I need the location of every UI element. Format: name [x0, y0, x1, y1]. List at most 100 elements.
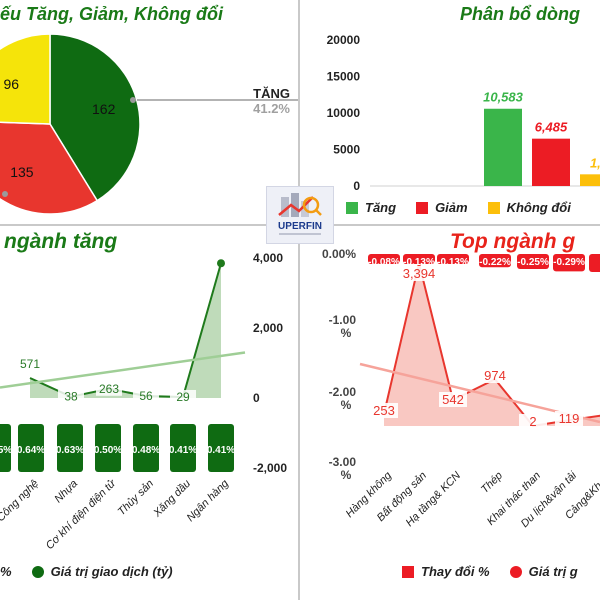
pct-bar-label: -0.25% — [517, 257, 549, 268]
value-label: 542 — [442, 392, 464, 407]
pct-bar — [479, 254, 511, 268]
legend-giam-swatch — [416, 201, 429, 214]
pct-bar — [403, 254, 435, 264]
pie-slice — [49, 33, 141, 202]
pct-bar — [553, 254, 585, 272]
pct-bar — [368, 254, 400, 264]
legend-value-up-dot — [31, 565, 44, 578]
category-label: Thép — [479, 470, 505, 496]
pie-title: ếu Tăng, Giảm, Không đổi — [0, 4, 223, 24]
pct-bar — [57, 424, 83, 472]
pie-chart: 162 135 96 TĂNG 41.2% — [0, 33, 298, 215]
pct-bar — [170, 424, 196, 472]
value-point — [217, 259, 225, 268]
y-tick-label-unit: % — [341, 326, 352, 340]
flow-bar-chart: 0 5000 10000 15000 20000 10,583 6,485 1,6 — [327, 33, 600, 193]
category-label: Cơ khí điện điện tử — [44, 477, 119, 552]
pie-callout-name: TĂNG — [253, 86, 290, 101]
category-label: Nhựa — [52, 478, 80, 506]
y-tick-label: -3.00 — [329, 455, 357, 469]
y-tick-label: -1.00 — [329, 313, 357, 327]
y-tick-label-unit: % — [341, 468, 352, 482]
legend-pct-up: % — [0, 564, 12, 579]
value-area — [384, 263, 600, 426]
value-label: 974 — [484, 368, 506, 383]
value-label: 253 — [373, 403, 395, 418]
vertical-divider — [298, 0, 300, 600]
value-label-bg — [439, 392, 467, 407]
pie-slice-label: 135 — [10, 164, 34, 180]
y-tick-label: 0 — [253, 391, 260, 405]
y-tick-label: 10000 — [327, 106, 361, 120]
category-label: Thủy sản — [116, 478, 156, 518]
sectors-up-legend: % Giá trị giao dịch (tỷ) — [0, 564, 173, 579]
bar-value-label: 6,485 — [535, 120, 568, 135]
pct-bar-label: -0.29% — [553, 257, 585, 268]
sectors-up-chart: -2,000 0 2,000 4,000 571 38 263 56 29 0.65% 0.64% 0… — [0, 251, 287, 552]
y-tick-label: 20000 — [327, 33, 361, 47]
value-label-bg — [555, 411, 583, 426]
legend-value-down-dot — [509, 565, 522, 578]
trend-line — [0, 351, 246, 389]
pie-slice — [0, 121, 99, 215]
value-label-bg — [370, 403, 398, 418]
value-label: 29 — [176, 390, 190, 404]
pct-bar — [133, 424, 159, 472]
value-label: 119 — [559, 411, 580, 426]
value-label: 2 — [529, 414, 536, 429]
y-tick-label: 5000 — [333, 143, 360, 157]
value-label: 571 — [20, 357, 40, 371]
category-label: Công nghệ — [0, 478, 41, 525]
pct-bar — [208, 424, 234, 472]
pct-bar-label: -0.13% — [437, 257, 469, 268]
legend-value-up: Giá trị giao dịch (tỷ) — [50, 564, 173, 579]
y-tick-label: 0.00% — [322, 247, 356, 261]
y-tick-label: -2,000 — [253, 461, 287, 475]
pct-bar — [0, 424, 11, 472]
legend-giam: Giảm — [435, 200, 468, 215]
sectors-down-legend: Thay đổi % Giá trị g — [402, 564, 578, 579]
y-tick-label: 4,000 — [253, 251, 283, 265]
flow-legend: Tăng Giảm Không đổi — [346, 200, 571, 215]
bar-title: Phân bổ dòng — [460, 4, 580, 24]
legend-value-down: Giá trị g — [528, 564, 578, 579]
pct-bar-label: 0.64% — [17, 445, 45, 456]
y-tick-label: 15000 — [327, 70, 361, 84]
y-tick-label: 0 — [353, 179, 360, 193]
bar-value-label: 10,583 — [483, 90, 524, 105]
pie-slice-label: 96 — [3, 76, 19, 92]
pct-bar — [517, 254, 549, 269]
sectors-up-title: ngành tăng — [4, 230, 118, 253]
pct-bar-label: 0.41% — [207, 445, 235, 456]
legend-tang-swatch — [346, 201, 358, 214]
y-tick-label-unit: % — [341, 398, 352, 412]
pie-slice — [0, 33, 51, 125]
legend-khong-doi: Không đổi — [506, 200, 571, 215]
pct-bar-label: 0.48% — [132, 445, 160, 456]
legend-khong-doi-swatch — [487, 201, 500, 214]
bar — [532, 138, 570, 186]
bar-value-label: 1,6 — [590, 155, 600, 170]
value-label-bg — [481, 368, 509, 383]
value-label: 263 — [99, 382, 119, 396]
y-tick-label: -2.00 — [329, 385, 357, 399]
y-tick-label: 2,000 — [253, 321, 283, 335]
bar — [580, 174, 600, 186]
legend-tang: Tăng — [365, 200, 397, 215]
pct-bar — [589, 254, 600, 272]
pct-bar-label: -0.13% — [403, 257, 435, 268]
pie-callout-pct: 41.2% — [253, 101, 290, 116]
pct-bar-label: 0.63% — [56, 445, 84, 456]
pct-bar-label: 0.50% — [94, 445, 122, 456]
value-label-bg — [519, 414, 547, 429]
legend-pct-down: Thay đổi % — [421, 564, 490, 579]
value-label-bg — [96, 381, 122, 396]
pct-bar — [95, 424, 121, 472]
value-label-bg — [405, 266, 433, 281]
category-label: Ngân hàng — [185, 477, 232, 524]
value-label-bg — [17, 357, 43, 372]
pct-bar — [18, 424, 44, 472]
logo-text: UPERFIN — [278, 221, 322, 232]
legend-pct-down-swatch — [402, 565, 414, 578]
